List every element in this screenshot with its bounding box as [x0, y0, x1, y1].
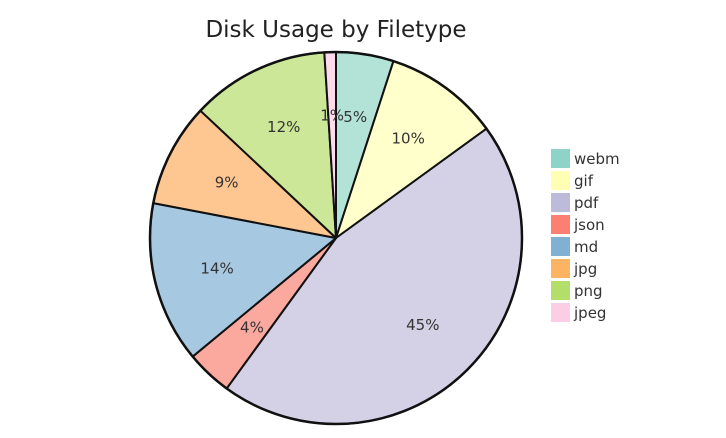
pie-value-label-md: 14%: [200, 260, 233, 278]
legend-label-jpeg: jpeg: [573, 304, 606, 322]
chart-title: Disk Usage by Filetype: [205, 17, 466, 43]
pie-outline: [148, 50, 524, 426]
legend-label-md: md: [574, 238, 598, 256]
legend-swatch-pdf: [551, 193, 570, 212]
legend-label-png: png: [574, 282, 603, 300]
legend-label-gif: gif: [574, 172, 594, 190]
legend-swatch-png: [551, 281, 570, 300]
legend-swatch-jpg: [551, 259, 570, 278]
pie-value-labels: 5% 10% 45% 4% 14% 9% 12% 1%: [200, 106, 439, 336]
legend-swatch-md: [551, 237, 570, 256]
pie-value-label-jpeg: 1%: [320, 106, 344, 124]
pie-value-label-jpg: 9%: [215, 173, 239, 191]
legend-swatch-jpeg: [551, 303, 570, 322]
pie-slices: [148, 50, 524, 426]
legend-label-jpg: jpg: [573, 260, 597, 278]
pie-value-label-pdf: 45%: [406, 316, 439, 334]
legend: webm gif pdf json md jpg png jpeg: [551, 149, 620, 322]
pie-value-label-json: 4%: [240, 318, 264, 336]
legend-swatch-json: [551, 215, 570, 234]
legend-label-pdf: pdf: [574, 194, 599, 212]
legend-swatch-gif: [551, 171, 570, 190]
pie-value-label-png: 12%: [267, 118, 300, 136]
legend-swatch-webm: [551, 149, 570, 168]
legend-label-json: json: [573, 216, 605, 234]
legend-label-webm: webm: [574, 150, 620, 168]
pie-value-label-gif: 10%: [391, 130, 424, 148]
pie-value-label-webm: 5%: [343, 108, 367, 126]
